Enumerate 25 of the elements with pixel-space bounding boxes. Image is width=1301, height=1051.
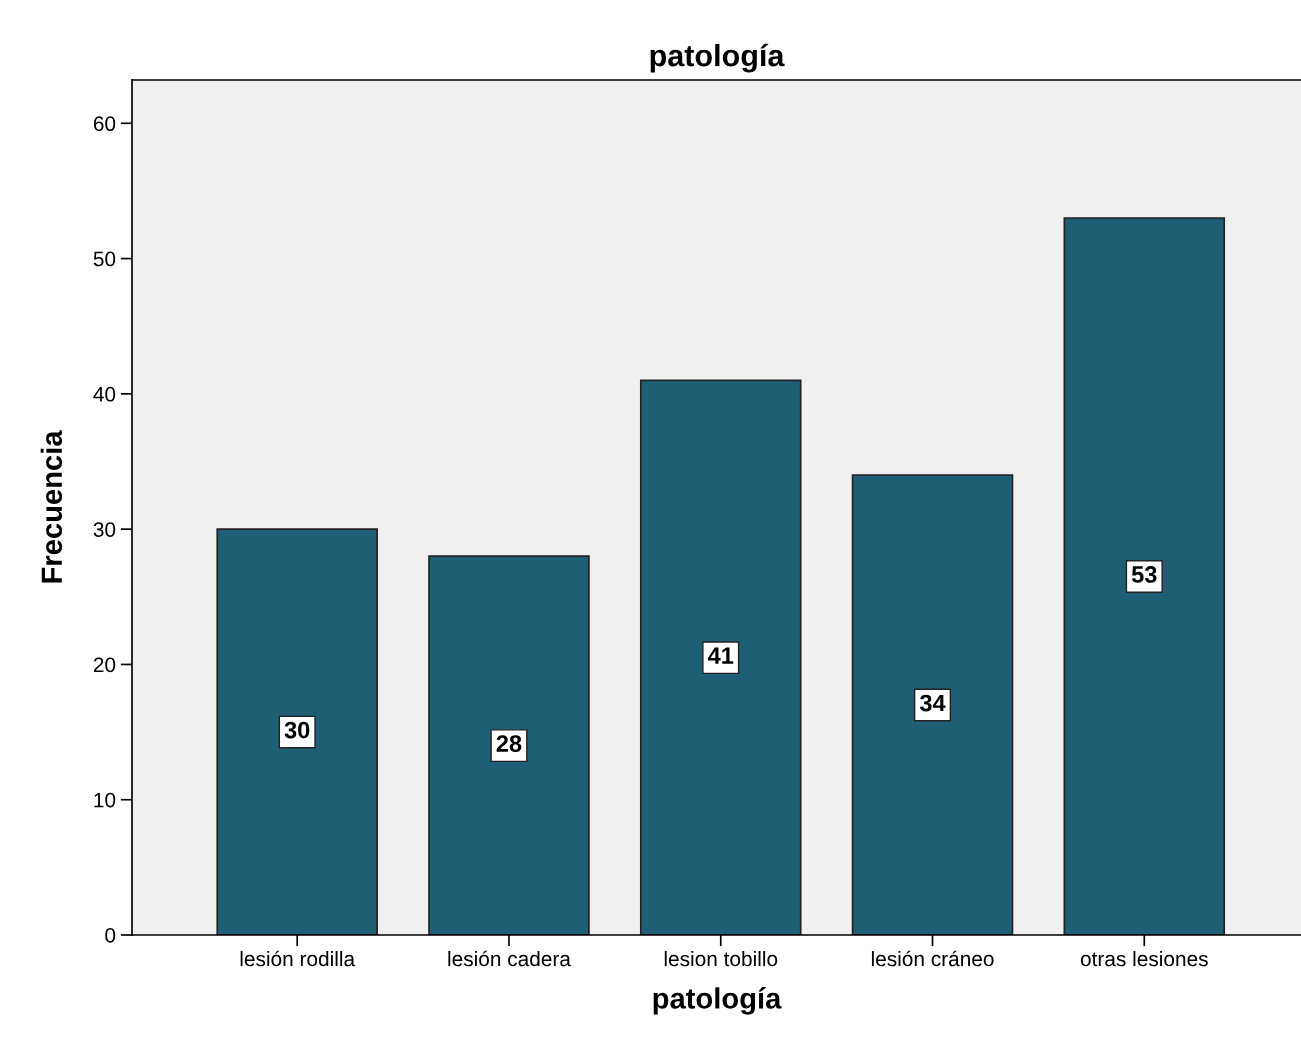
bar [216, 528, 378, 935]
y-tick-label: 40 [93, 386, 116, 402]
y-tick-label: 0 [105, 928, 116, 943]
y-axis-title: Frecuencia [40, 430, 63, 583]
y-tick-label: 20 [93, 657, 116, 673]
bar [851, 474, 1014, 935]
chart-title: patología [650, 43, 785, 73]
y-tick-label: 50 [93, 251, 116, 267]
data-label: 41 [707, 647, 734, 664]
x-tick-label: otras lesiones [1080, 950, 1208, 967]
bar [1063, 217, 1226, 935]
data-label: 28 [496, 735, 522, 752]
data-label: 53 [1131, 566, 1157, 583]
x-tick-label: lesión rodilla [240, 950, 356, 967]
bar [639, 379, 802, 935]
bar [428, 555, 590, 935]
x-tick-label: lesion tobillo [664, 950, 778, 967]
x-tick-label: lesión cadera [448, 950, 571, 967]
y-tick-label: 10 [94, 792, 116, 808]
data-label: 34 [919, 694, 946, 712]
x-tick-label: lesión cráneo [871, 950, 994, 967]
y-tick-label: 60 [93, 116, 116, 132]
y-tick-label: 30 [93, 522, 116, 537]
data-label: 30 [284, 721, 310, 739]
x-axis-title: patología [653, 987, 782, 1015]
